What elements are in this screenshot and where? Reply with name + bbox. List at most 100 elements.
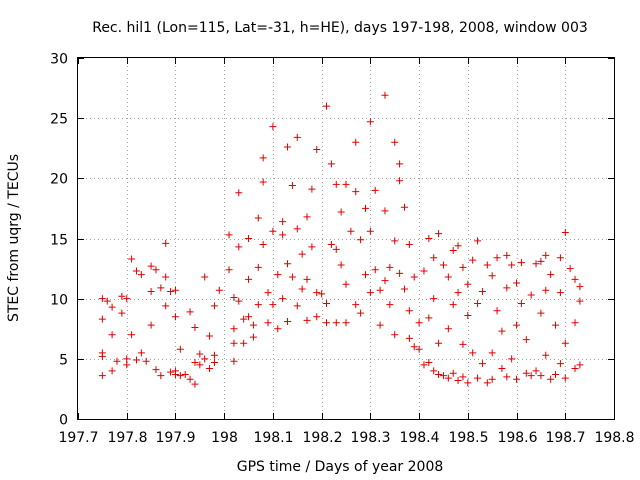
data-point [186, 308, 194, 316]
data-point [201, 355, 209, 363]
data-point [556, 289, 564, 297]
data-point [361, 271, 369, 279]
data-point [288, 273, 296, 281]
data-point [235, 297, 243, 305]
data-point [167, 287, 175, 295]
data-point [449, 369, 457, 377]
data-point [410, 343, 418, 351]
data-point [298, 285, 306, 293]
data-point [235, 243, 243, 251]
data-point [435, 230, 443, 238]
data-point [352, 301, 360, 309]
data-point [454, 242, 462, 250]
data-point [513, 321, 521, 329]
data-point [108, 367, 116, 375]
data-point [396, 160, 404, 168]
data-point [293, 225, 301, 233]
data-point [284, 260, 292, 268]
data-point [561, 339, 569, 347]
data-point [259, 154, 267, 162]
data-point [196, 361, 204, 369]
data-point [376, 286, 384, 294]
data-point [464, 312, 472, 320]
data-point [552, 370, 560, 378]
data-point [430, 254, 438, 262]
data-point [235, 189, 243, 197]
data-point [332, 319, 340, 327]
y-tick-label: 5 [59, 353, 68, 369]
data-point [269, 301, 277, 309]
data-point [230, 339, 238, 347]
data-point [230, 325, 238, 333]
data-point [264, 289, 272, 297]
data-point [381, 277, 389, 285]
data-point [488, 272, 496, 280]
data-point [366, 289, 374, 297]
data-point [391, 331, 399, 339]
data-point [542, 251, 550, 259]
data-point [249, 321, 257, 329]
data-point [332, 245, 340, 253]
data-point [503, 251, 511, 259]
data-point [264, 319, 272, 327]
data-point [430, 367, 438, 375]
data-point [147, 287, 155, 295]
x-tick-label: 198.1 [253, 430, 293, 446]
x-tick-label: 197.8 [107, 430, 147, 446]
data-point [459, 373, 467, 381]
data-point [396, 177, 404, 185]
data-point [254, 301, 262, 309]
data-point [493, 307, 501, 315]
data-point [123, 355, 131, 363]
data-point [571, 364, 579, 372]
data-point [176, 345, 184, 353]
data-point [279, 295, 287, 303]
data-point [167, 368, 175, 376]
data-point [157, 284, 165, 292]
data-point [571, 319, 579, 327]
data-point [449, 247, 457, 255]
data-point [323, 319, 331, 327]
data-point [171, 313, 179, 321]
data-points [98, 91, 584, 388]
data-point [386, 301, 394, 309]
data-point [303, 316, 311, 324]
data-point [405, 241, 413, 249]
data-point [478, 287, 486, 295]
y-axis-label: STEC from uqrg / TECUs [6, 154, 22, 322]
data-point [254, 263, 262, 271]
data-point [284, 143, 292, 151]
x-tick-label: 197.9 [155, 430, 195, 446]
data-point [517, 299, 525, 307]
data-point [405, 307, 413, 315]
x-axis-ticks: 197.7 197.8 197.9 198 198.1 198.2 198.3 198.4 19… [58, 58, 635, 446]
data-point [415, 319, 423, 327]
data-point [191, 380, 199, 388]
data-point [425, 314, 433, 322]
data-point [552, 321, 560, 329]
data-point [493, 254, 501, 262]
data-point [308, 185, 316, 193]
data-point [454, 289, 462, 297]
data-point [108, 331, 116, 339]
data-point [118, 309, 126, 317]
data-point [396, 269, 404, 277]
data-point [274, 271, 282, 279]
data-point [332, 180, 340, 188]
data-point [503, 284, 511, 292]
data-point [210, 351, 218, 359]
data-point [352, 138, 360, 146]
data-point [532, 260, 540, 268]
data-point [191, 324, 199, 332]
data-point [513, 375, 521, 383]
data-point [571, 275, 579, 283]
data-point [522, 369, 530, 377]
data-point [201, 273, 209, 281]
data-point [132, 267, 140, 275]
data-point [191, 358, 199, 366]
data-point [342, 280, 350, 288]
data-point [449, 301, 457, 309]
data-point [274, 325, 282, 333]
data-point [123, 295, 131, 303]
data-point [327, 241, 335, 249]
